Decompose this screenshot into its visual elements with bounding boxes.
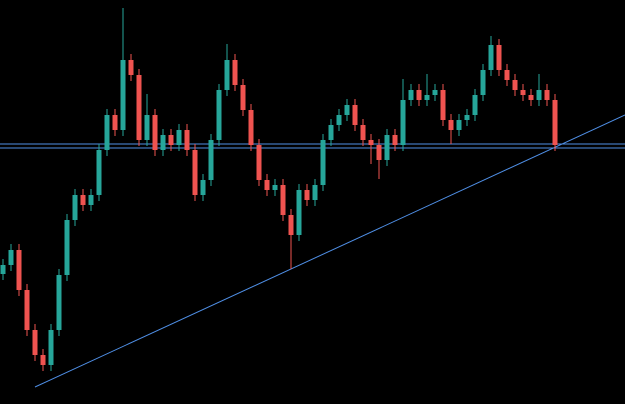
candle-body bbox=[296, 190, 302, 235]
candle-body bbox=[312, 185, 318, 200]
candle-body bbox=[24, 290, 30, 330]
trend-line bbox=[34, 114, 625, 388]
candle-body bbox=[488, 45, 494, 70]
candle-body bbox=[536, 90, 542, 100]
candle-body bbox=[544, 90, 550, 100]
candle-body bbox=[512, 80, 518, 90]
candle-body bbox=[272, 185, 278, 190]
candle-body bbox=[192, 150, 198, 195]
candle-body bbox=[336, 115, 342, 125]
candle-body bbox=[64, 220, 70, 275]
candle-body bbox=[0, 265, 6, 274]
candle-body bbox=[424, 95, 430, 100]
candle-body bbox=[264, 180, 270, 190]
candle-body bbox=[176, 130, 182, 145]
candle-body bbox=[320, 140, 326, 185]
candle-body bbox=[184, 130, 190, 150]
candle-body bbox=[32, 330, 38, 355]
candle-body bbox=[448, 120, 454, 130]
candle-body bbox=[456, 120, 462, 130]
candle-body bbox=[112, 115, 118, 130]
candle-body bbox=[104, 115, 110, 150]
candle-body bbox=[504, 70, 510, 80]
candle-body bbox=[120, 60, 126, 130]
candle-body bbox=[280, 185, 286, 215]
candle-body bbox=[472, 95, 478, 115]
candle-body bbox=[408, 90, 414, 100]
candle-body bbox=[384, 135, 390, 160]
candle-body bbox=[520, 90, 526, 95]
candle-body bbox=[16, 250, 22, 290]
candle-body bbox=[56, 275, 62, 330]
candle-body bbox=[352, 105, 358, 125]
candle-body bbox=[400, 100, 406, 145]
candle-body bbox=[48, 330, 54, 365]
candle-body bbox=[392, 135, 398, 145]
candle-body bbox=[248, 110, 254, 145]
candle-body bbox=[528, 95, 534, 100]
candle-body bbox=[288, 215, 294, 235]
candle-body bbox=[480, 70, 486, 95]
candle-body bbox=[432, 90, 438, 95]
candle-body bbox=[88, 195, 94, 205]
candle-body bbox=[224, 60, 230, 90]
candle-body bbox=[464, 115, 470, 120]
candle-body bbox=[496, 45, 502, 70]
candle-body bbox=[344, 105, 350, 115]
candle-body bbox=[416, 90, 422, 100]
candle-body bbox=[240, 85, 246, 110]
candle-body bbox=[368, 140, 374, 145]
candle-body bbox=[256, 145, 262, 180]
candle-body bbox=[80, 195, 86, 205]
candle-body bbox=[360, 125, 366, 140]
candle-body bbox=[144, 115, 150, 140]
candle-body bbox=[200, 180, 206, 195]
candle-body bbox=[8, 250, 14, 265]
candle-body bbox=[232, 60, 238, 85]
candle-body bbox=[160, 135, 166, 150]
candle-body bbox=[96, 150, 102, 195]
candle-body bbox=[152, 115, 158, 150]
candle-body bbox=[40, 355, 46, 365]
candle-body bbox=[440, 90, 446, 120]
candle-body bbox=[72, 195, 78, 220]
candle-body bbox=[304, 190, 310, 200]
candle-body bbox=[328, 125, 334, 140]
candle-body bbox=[376, 145, 382, 160]
candle-body bbox=[168, 135, 174, 145]
candle-body bbox=[552, 100, 558, 145]
candle-body bbox=[128, 60, 134, 75]
candle-body bbox=[216, 90, 222, 140]
candle-body bbox=[208, 140, 214, 180]
candle-body bbox=[136, 75, 142, 140]
